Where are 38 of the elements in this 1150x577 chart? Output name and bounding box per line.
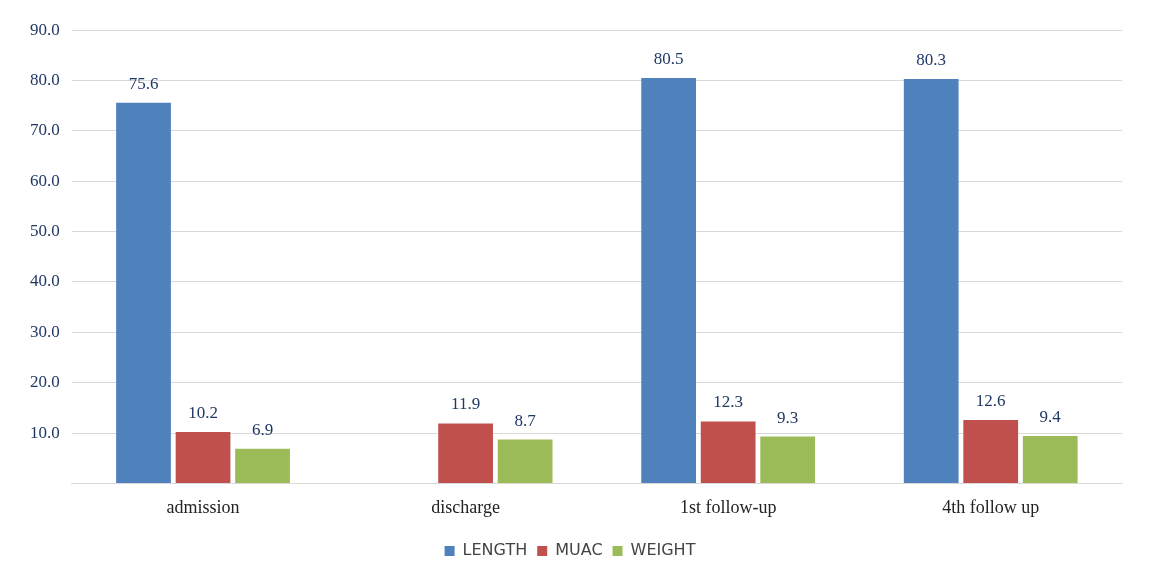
bar (963, 419, 1019, 483)
bar (641, 78, 697, 483)
data-label: 80.3 (916, 50, 947, 70)
data-label: 12.3 (713, 392, 744, 412)
x-tick-label: 4th follow up (942, 496, 1040, 517)
data-label: 10.2 (188, 403, 218, 423)
bar (235, 448, 290, 483)
legend-label: LENGTH (462, 540, 528, 560)
bar (1022, 436, 1078, 483)
data-label: 6.9 (251, 419, 274, 439)
bar (700, 421, 756, 483)
y-tick-label: 70.0 (30, 120, 60, 140)
y-tick-label: 60.0 (30, 170, 60, 190)
data-label: 8.7 (514, 410, 537, 430)
data-label: 11.9 (451, 394, 481, 414)
x-tick-label: admission (166, 496, 240, 517)
bar (175, 432, 231, 483)
data-label: 12.6 (975, 390, 1006, 410)
bar (903, 79, 959, 483)
x-tick-label: discharge (431, 496, 500, 517)
y-tick-label: 10.0 (30, 422, 60, 442)
y-tick-label: 90.0 (30, 19, 60, 39)
y-tick-label: 50.0 (30, 221, 60, 241)
legend-label: WEIGHT (630, 540, 696, 560)
bar (497, 439, 553, 483)
y-tick-label: 80.0 (30, 70, 60, 90)
bar (116, 102, 171, 483)
data-label: 75.6 (128, 73, 159, 93)
x-tick-label: 1st follow-up (679, 496, 777, 517)
y-tick-label: 40.0 (30, 271, 60, 291)
bar (760, 436, 816, 483)
bar (438, 423, 493, 483)
y-tick-label: 20.0 (30, 372, 60, 392)
legend-label: MUAC (555, 540, 603, 560)
data-label: 9.3 (777, 407, 799, 427)
y-tick-label: 30.0 (30, 321, 60, 341)
data-label: 9.4 (1039, 407, 1062, 427)
data-label: 80.5 (653, 49, 684, 69)
